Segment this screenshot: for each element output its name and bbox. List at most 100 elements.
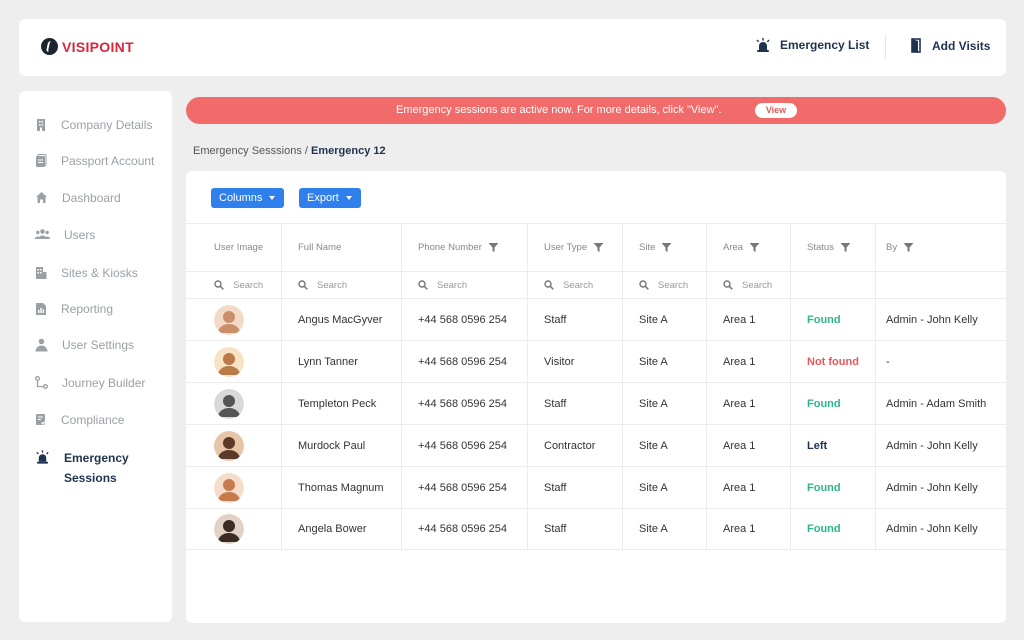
column-search-input[interactable]: Search: [418, 272, 467, 298]
column-search-input[interactable]: Search: [298, 272, 347, 298]
brand-name: VISIPOINT: [62, 38, 134, 55]
journey-icon: [35, 376, 48, 389]
column-divider: [622, 383, 623, 424]
sidebar-item-user-settings[interactable]: User Settings: [35, 338, 134, 352]
sidebar-item-sites-kiosks[interactable]: Sites & Kiosks: [35, 266, 138, 280]
building-icon: [37, 119, 45, 131]
sidebar-item-label: Passport Account: [61, 154, 155, 168]
sidebar-item-company-details[interactable]: Company Details: [35, 118, 152, 132]
filter-icon[interactable]: [593, 242, 604, 253]
filter-icon[interactable]: [661, 242, 672, 253]
sidebar-item-journey-builder[interactable]: Journey Builder: [35, 376, 145, 390]
search-placeholder: Search: [233, 279, 264, 291]
column-header[interactable]: Area: [723, 224, 760, 271]
columns-dropdown-button[interactable]: Columns: [211, 188, 284, 208]
column-divider: [622, 272, 623, 298]
logo[interactable]: VISIPOINT: [41, 38, 134, 55]
phone-cell: +44 568 0596 254: [418, 313, 508, 326]
column-divider: [875, 509, 876, 549]
column-divider: [790, 383, 791, 424]
column-header-label: User Image: [214, 242, 264, 253]
banner-message: Emergency sessions are active now. For m…: [396, 104, 722, 116]
sidebar-item-passport-account[interactable]: Passport Account: [35, 154, 154, 168]
breadcrumb-parent[interactable]: Emergency Sesssions: [193, 145, 302, 157]
filter-icon[interactable]: [749, 242, 760, 253]
column-header[interactable]: Phone Number: [418, 224, 499, 271]
column-divider: [401, 467, 402, 508]
table-row[interactable]: Murdock Paul +44 568 0596 254 Contractor Si…: [186, 424, 1006, 466]
export-dropdown-button[interactable]: Export: [299, 188, 361, 208]
column-divider: [790, 467, 791, 508]
sidebar-item-emergency-sessions[interactable]: Emergency Sessions: [35, 448, 129, 488]
filter-icon[interactable]: [488, 242, 499, 253]
column-header[interactable]: Status: [807, 224, 851, 271]
emergency-list-label: Emergency List: [780, 38, 870, 52]
table-row[interactable]: Lynn Tanner +44 568 0596 254 Visitor Site A…: [186, 340, 1006, 382]
table-row[interactable]: Thomas Magnum +44 568 0596 254 Staff Site A…: [186, 466, 1006, 508]
view-button[interactable]: View: [755, 103, 797, 118]
filter-icon[interactable]: [903, 242, 914, 253]
column-header-label: User Type: [544, 242, 588, 253]
column-divider: [790, 224, 791, 271]
sidebar-item-users[interactable]: Users: [35, 228, 95, 242]
search-placeholder: Search: [658, 279, 689, 291]
table-row[interactable]: Angus MacGyver +44 568 0596 254 Staff Site …: [186, 298, 1006, 340]
column-divider: [622, 341, 623, 382]
column-header[interactable]: Site: [639, 224, 672, 271]
user-type-cell: Staff: [544, 481, 567, 494]
avatar: [214, 346, 244, 377]
sidebar-item-compliance[interactable]: Compliance: [35, 413, 124, 427]
column-divider: [875, 224, 876, 271]
emergency-list-link[interactable]: Emergency List: [755, 38, 869, 52]
filter-icon[interactable]: [840, 242, 851, 253]
column-header: User Image: [214, 224, 263, 271]
column-divider: [401, 224, 402, 271]
siren-icon: [756, 38, 770, 52]
column-search-input[interactable]: Search: [723, 272, 772, 298]
breadcrumb-separator: /: [301, 145, 311, 157]
area-cell: Area 1: [723, 523, 756, 535]
phone-cell: +44 568 0596 254: [418, 355, 508, 368]
sidebar-item-dashboard[interactable]: Dashboard: [35, 191, 121, 205]
by-cell: -: [886, 355, 890, 368]
column-divider: [875, 425, 876, 466]
column-divider: [622, 467, 623, 508]
column-divider: [875, 272, 876, 298]
search-icon: [418, 280, 428, 290]
column-header[interactable]: User Type: [544, 224, 604, 271]
column-header[interactable]: By: [886, 224, 914, 271]
site-cell: Site A: [639, 355, 668, 368]
column-divider: [706, 383, 707, 424]
table-row[interactable]: Templeton Peck +44 568 0596 254 Staff Site …: [186, 382, 1006, 424]
header-divider: [885, 35, 886, 59]
sidebar-item-label: Users: [64, 228, 96, 242]
status-cell: Found: [807, 523, 841, 535]
column-divider: [281, 467, 282, 508]
table-row[interactable]: Angela Bower +44 568 0596 254 Staff Site A A…: [186, 508, 1006, 550]
sidebar-item-label: Journey Builder: [62, 376, 146, 390]
column-search-input[interactable]: Search: [639, 272, 688, 298]
search-icon: [214, 280, 224, 290]
full-name-cell: Thomas Magnum: [298, 481, 384, 494]
column-divider: [706, 425, 707, 466]
add-visits-link[interactable]: Add Visits: [911, 38, 990, 53]
column-search-input[interactable]: Search: [544, 272, 593, 298]
column-divider: [281, 299, 282, 340]
column-search-input[interactable]: Search: [214, 272, 263, 298]
sessions-card: Columns Export User Image Full Name Phone …: [186, 171, 1006, 623]
column-divider: [527, 299, 528, 340]
by-cell: Admin - John Kelly: [886, 439, 978, 452]
site-cell: Site A: [639, 397, 668, 410]
search-icon: [639, 280, 649, 290]
column-divider: [790, 272, 791, 298]
column-divider: [281, 509, 282, 549]
sidebar: Company Details Passport Account Dashboa…: [19, 91, 172, 622]
emergency-sessions-table: User Image Full Name Phone Number User Type…: [186, 223, 1006, 550]
phone-cell: +44 568 0596 254: [418, 439, 508, 452]
column-header-label: Full Name: [298, 242, 342, 253]
compliance-icon: [36, 414, 47, 425]
column-divider: [706, 272, 707, 298]
sidebar-item-reporting[interactable]: Reporting: [35, 302, 113, 316]
column-header-label: Site: [639, 242, 656, 253]
column-divider: [875, 467, 876, 508]
